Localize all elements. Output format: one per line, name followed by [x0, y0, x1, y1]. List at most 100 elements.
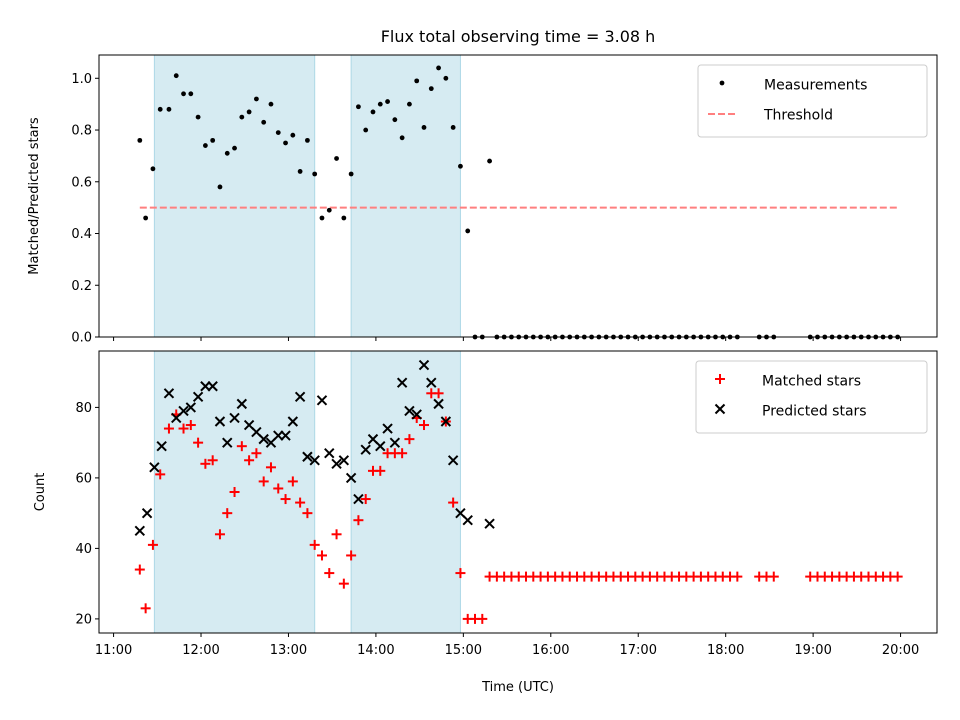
measurement-point	[166, 106, 172, 112]
matched-stars-point	[418, 420, 429, 431]
measurement-point	[157, 106, 163, 112]
x-tick-label: 12:00	[182, 643, 219, 658]
measurement-point	[377, 101, 383, 107]
measurement-point	[217, 184, 223, 190]
predicted-stars-point	[229, 412, 240, 424]
predicted-stars-point	[258, 433, 269, 445]
measurement-point	[283, 140, 288, 146]
matched-stars-point	[309, 539, 320, 550]
measurement-point	[436, 65, 441, 71]
x-tick-label: 18:00	[707, 643, 744, 658]
matched-stars-point	[229, 487, 240, 497]
matched-stars-point	[338, 578, 349, 589]
y-tick-label: 20	[75, 612, 92, 627]
matched-stars-point	[185, 420, 196, 431]
matched-stars-point	[397, 448, 408, 459]
predicted-stars-point	[134, 525, 146, 536]
legend-box	[697, 64, 928, 138]
legend-label: Matched stars	[762, 374, 861, 390]
matched-stars-point	[163, 423, 174, 434]
measurement-point	[173, 73, 179, 79]
matched-stars-point	[360, 494, 371, 505]
y-tick-label: 60	[75, 471, 92, 486]
matched-stars-point	[346, 550, 357, 561]
matched-stars-point	[732, 571, 743, 582]
matched-stars-point	[404, 434, 415, 445]
matched-stars-point	[768, 571, 779, 582]
matched-stars-point	[214, 529, 225, 540]
predicted-stars-point	[389, 437, 401, 448]
predicted-stars-point	[447, 455, 459, 466]
measurement-point	[202, 143, 208, 148]
predicted-stars-point	[375, 440, 386, 452]
legend-marker-swatch	[719, 80, 725, 86]
bottom-axes-frame	[98, 350, 938, 634]
matched-stars-point	[375, 465, 386, 476]
matched-stars-point	[433, 388, 444, 399]
measurement-point	[428, 86, 434, 92]
matched-stars-point	[280, 494, 291, 505]
measurement-point	[210, 137, 216, 143]
x-tick-label: 20:00	[882, 643, 919, 658]
measurement-point	[385, 99, 390, 104]
predicted-stars-point	[192, 391, 204, 403]
top-axes-frame	[98, 54, 938, 338]
matched-stars-point	[273, 483, 284, 494]
measurement-point	[458, 163, 463, 169]
legend-label: Measurements	[764, 78, 867, 94]
predicted-stars-point	[324, 448, 335, 459]
x-tick-label: 16:00	[532, 643, 569, 658]
shaded-interval-1	[350, 54, 461, 338]
measurement-point	[392, 117, 398, 123]
bottom-legend: Matched stars Predicted stars	[695, 360, 928, 434]
matched-stars-point	[295, 497, 306, 508]
measurement-point	[275, 130, 281, 136]
predicted-stars-point	[236, 398, 248, 410]
predicted-stars-point	[353, 493, 364, 505]
bottom-x-axis-label: Time (UTC)	[481, 680, 554, 695]
matched-stars-point	[155, 469, 166, 480]
predicted-stars-point	[178, 405, 189, 417]
matched-stars-point	[251, 448, 262, 459]
matched-stars-point	[147, 539, 158, 550]
matched-stars-point	[134, 564, 145, 575]
measurement-point	[268, 101, 274, 107]
measurement-point	[399, 135, 405, 141]
measurement-point	[181, 91, 186, 97]
legend-label: Predicted stars	[762, 404, 867, 420]
top-x-axis	[113, 337, 902, 341]
matched-stars-point	[302, 508, 313, 519]
y-tick-label: 0.4	[71, 227, 92, 242]
predicted-stars-point	[149, 462, 160, 473]
predicted-stars-point	[141, 507, 153, 519]
predicted-stars-point	[426, 377, 437, 388]
measurement-point	[319, 215, 325, 221]
predicted-stars-point	[345, 472, 357, 484]
shaded-interval-0	[153, 54, 316, 338]
bottom-y-axis-label: Count	[33, 473, 48, 512]
predicted-stars-point	[302, 451, 313, 462]
legend-marker-swatch	[714, 403, 726, 415]
shaded-interval-1	[350, 350, 461, 634]
matched-stars-point	[258, 476, 269, 487]
measurement-point	[290, 132, 296, 138]
measurement-point	[363, 127, 369, 133]
x-tick-label: 15:00	[445, 643, 482, 658]
predicted-stars-point	[309, 455, 320, 466]
y-tick-label: 0.2	[71, 279, 92, 294]
y-tick-label: 0.6	[71, 175, 92, 190]
matched-stars-point	[892, 571, 903, 582]
measurement-point	[232, 145, 237, 151]
matched-stars-point	[324, 568, 335, 579]
predicted-stars-point	[411, 409, 422, 420]
measurement-point	[261, 119, 267, 125]
predicted-stars-point	[316, 395, 328, 406]
chart-title: Flux total observing time = 3.08 h	[381, 27, 656, 46]
measurement-point	[421, 125, 427, 130]
measurement-point	[312, 171, 318, 177]
top-y-axis-label: Matched/Predicted stars	[27, 117, 42, 275]
predicted-stars-point	[294, 391, 306, 403]
matched-stars-point	[236, 441, 247, 452]
measurement-point	[239, 114, 245, 120]
